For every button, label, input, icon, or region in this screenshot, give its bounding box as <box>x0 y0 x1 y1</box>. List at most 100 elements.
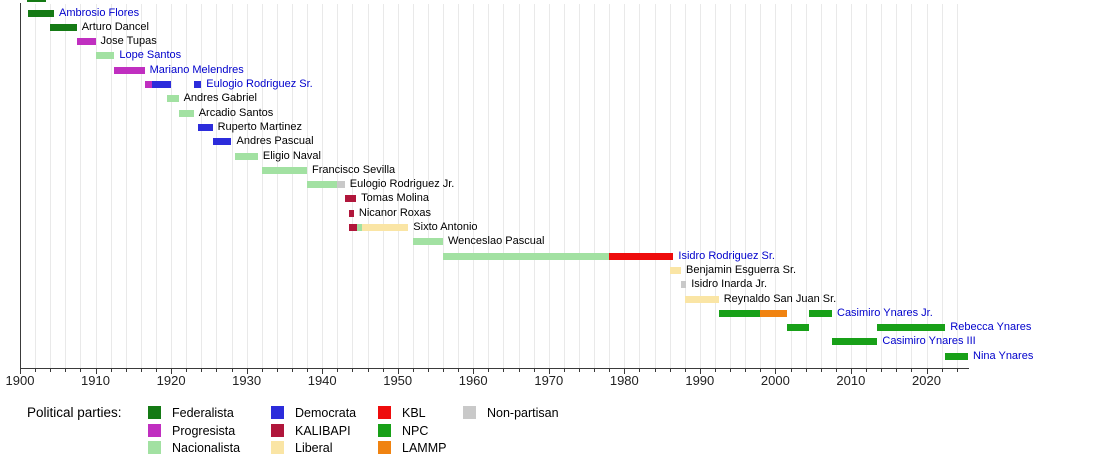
legend-label: KALIBAPI <box>295 423 351 438</box>
minor-tick <box>216 369 218 372</box>
term-bar <box>114 66 145 74</box>
gridline <box>140 4 142 368</box>
gridline <box>911 4 913 368</box>
axis-tick-label: 1920 <box>156 373 186 388</box>
major-tick <box>473 369 475 374</box>
y-axis-line <box>20 3 21 368</box>
axis-tick-label: 1980 <box>609 373 639 388</box>
person-label[interactable]: Casimiro Ynares Jr. <box>837 306 933 319</box>
gridline <box>427 4 429 368</box>
minor-tick <box>156 369 157 372</box>
major-tick <box>775 369 777 374</box>
minor-tick <box>412 369 414 372</box>
person-label: Sixto Antonio <box>413 221 478 233</box>
minor-tick <box>307 369 308 372</box>
minor-tick <box>352 369 354 372</box>
minor-tick <box>790 369 792 372</box>
gridline <box>820 4 822 368</box>
gridline <box>533 4 535 368</box>
cropped-bar-artifact <box>27 0 46 2</box>
minor-tick <box>805 369 807 372</box>
major-tick <box>548 369 550 374</box>
person-label[interactable]: Lope Santos <box>119 49 182 62</box>
person-label[interactable]: Isidro Rodriguez Sr. <box>678 249 775 262</box>
term-bar <box>95 52 115 60</box>
minor-tick <box>443 369 444 372</box>
minor-tick <box>186 369 188 372</box>
person-label[interactable]: Nina Ynares <box>973 349 1034 362</box>
minor-tick <box>639 369 641 372</box>
gridline <box>231 4 233 368</box>
minor-tick <box>684 369 686 372</box>
gridline <box>669 4 671 368</box>
gridline <box>186 4 188 368</box>
person-label[interactable]: Mariano Melendres <box>149 63 244 76</box>
gridline <box>50 4 52 368</box>
person-label: Wenceslao Pascual <box>448 235 545 248</box>
term-bar <box>362 224 409 231</box>
term-bar <box>356 224 363 231</box>
term-bar <box>412 238 443 246</box>
gridline <box>367 4 369 368</box>
axis-tick-label: 2000 <box>760 373 790 388</box>
gridline <box>775 4 777 368</box>
gridline <box>397 4 399 368</box>
legend-swatch <box>378 441 391 454</box>
legend-label: Liberal <box>295 441 333 455</box>
minor-tick <box>50 369 52 372</box>
minor-tick <box>563 369 565 372</box>
legend-swatch <box>271 423 284 437</box>
term-bar <box>681 281 687 289</box>
axis-tick-label: 1950 <box>383 373 413 388</box>
minor-tick <box>745 369 747 372</box>
gridline <box>699 4 701 368</box>
minor-tick <box>427 369 429 372</box>
term-bar <box>877 324 946 332</box>
gridline <box>216 4 218 368</box>
term-bar <box>344 195 357 203</box>
minor-tick <box>35 369 37 372</box>
minor-tick <box>231 369 233 372</box>
legend-swatch <box>378 406 391 419</box>
person-label[interactable]: Ambrosio Flores <box>59 6 140 19</box>
gridline <box>276 4 278 368</box>
minor-tick <box>654 369 656 372</box>
term-bar <box>167 95 179 103</box>
axis-tick-label: 1970 <box>534 373 564 388</box>
person-label: Eulogio Rodriguez Jr. <box>349 178 455 191</box>
major-tick <box>246 369 248 374</box>
major-tick <box>624 369 626 374</box>
term-bar <box>832 338 878 346</box>
major-tick <box>699 369 701 374</box>
minor-tick <box>140 369 142 372</box>
gridline <box>80 4 82 368</box>
term-bar <box>349 224 357 231</box>
term-bar <box>307 181 338 189</box>
person-label[interactable]: Rebecca Ynares <box>950 321 1032 334</box>
term-bar <box>178 109 194 117</box>
legend-swatch <box>148 406 161 419</box>
gridline <box>714 4 716 368</box>
axis-tick-label: 1990 <box>685 373 715 388</box>
person-label[interactable]: Casimiro Ynares III <box>882 335 976 348</box>
legend-swatch <box>271 441 284 454</box>
minor-tick <box>714 369 716 372</box>
term-bar <box>193 81 202 88</box>
term-bar <box>197 123 213 131</box>
gridline <box>291 4 293 368</box>
term-bar <box>152 81 172 88</box>
legend-swatch <box>148 441 161 454</box>
axis-tick-label: 2020 <box>912 373 941 388</box>
minor-tick <box>533 369 535 372</box>
term-bar <box>718 309 761 317</box>
term-bar <box>786 324 810 332</box>
legend-label: NPC <box>402 423 429 438</box>
minor-tick <box>337 369 339 372</box>
major-tick <box>171 369 173 374</box>
minor-tick <box>730 369 732 372</box>
minor-tick <box>594 369 596 372</box>
minor-tick <box>488 369 490 372</box>
person-label: Andres Pascual <box>236 135 314 148</box>
person-label[interactable]: Eulogio Rodriguez Sr. <box>206 78 313 90</box>
